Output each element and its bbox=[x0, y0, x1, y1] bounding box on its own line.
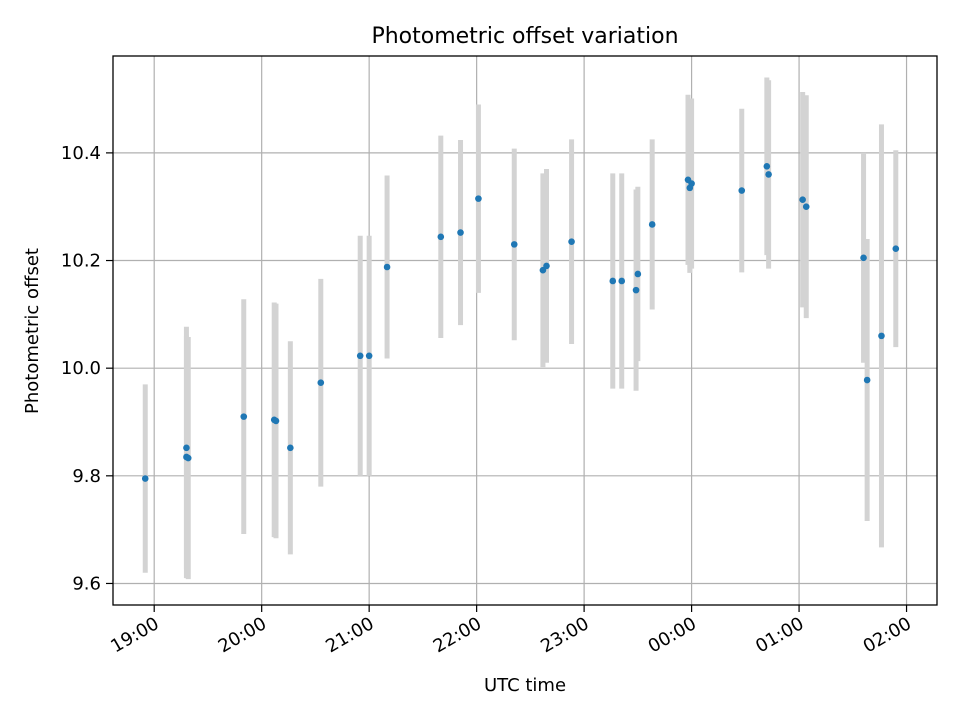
y-axis-label: Photometric offset bbox=[22, 248, 43, 414]
data-point bbox=[437, 233, 445, 241]
y-tick-label: 10.2 bbox=[61, 251, 101, 272]
data-point bbox=[184, 454, 192, 462]
y-tick-label: 10.4 bbox=[61, 143, 101, 164]
y-tick-label: 9.8 bbox=[72, 466, 101, 487]
x-axis-label: UTC time bbox=[484, 675, 566, 696]
data-point bbox=[287, 444, 294, 452]
data-point bbox=[272, 417, 280, 425]
data-point bbox=[802, 203, 810, 211]
chart-title: Photometric offset variation bbox=[371, 24, 678, 49]
y-tick-label: 10.0 bbox=[61, 358, 101, 379]
data-point bbox=[618, 277, 626, 285]
data-point bbox=[383, 263, 391, 271]
data-point bbox=[688, 180, 695, 187]
data-point bbox=[475, 195, 482, 202]
data-point bbox=[632, 286, 640, 294]
data-point bbox=[568, 238, 575, 245]
data-point bbox=[141, 475, 149, 482]
data-point bbox=[317, 379, 325, 387]
data-point bbox=[510, 241, 518, 248]
data-point bbox=[765, 171, 772, 178]
data-point bbox=[543, 262, 550, 270]
data-point bbox=[763, 163, 771, 170]
data-point bbox=[863, 376, 871, 384]
data-point bbox=[240, 413, 248, 420]
data-point bbox=[457, 229, 464, 236]
data-point bbox=[183, 444, 190, 452]
data-points bbox=[141, 163, 900, 482]
data-point bbox=[356, 352, 364, 360]
data-point bbox=[738, 187, 746, 194]
data-point bbox=[799, 196, 806, 204]
data-point bbox=[892, 245, 900, 252]
data-point bbox=[609, 277, 617, 285]
data-point bbox=[634, 270, 642, 278]
data-point bbox=[365, 352, 373, 360]
plot-frame bbox=[112, 55, 938, 606]
y-tick-label: 9.6 bbox=[72, 573, 101, 594]
data-point bbox=[860, 254, 867, 262]
data-point bbox=[648, 221, 656, 228]
data-point bbox=[878, 332, 885, 340]
